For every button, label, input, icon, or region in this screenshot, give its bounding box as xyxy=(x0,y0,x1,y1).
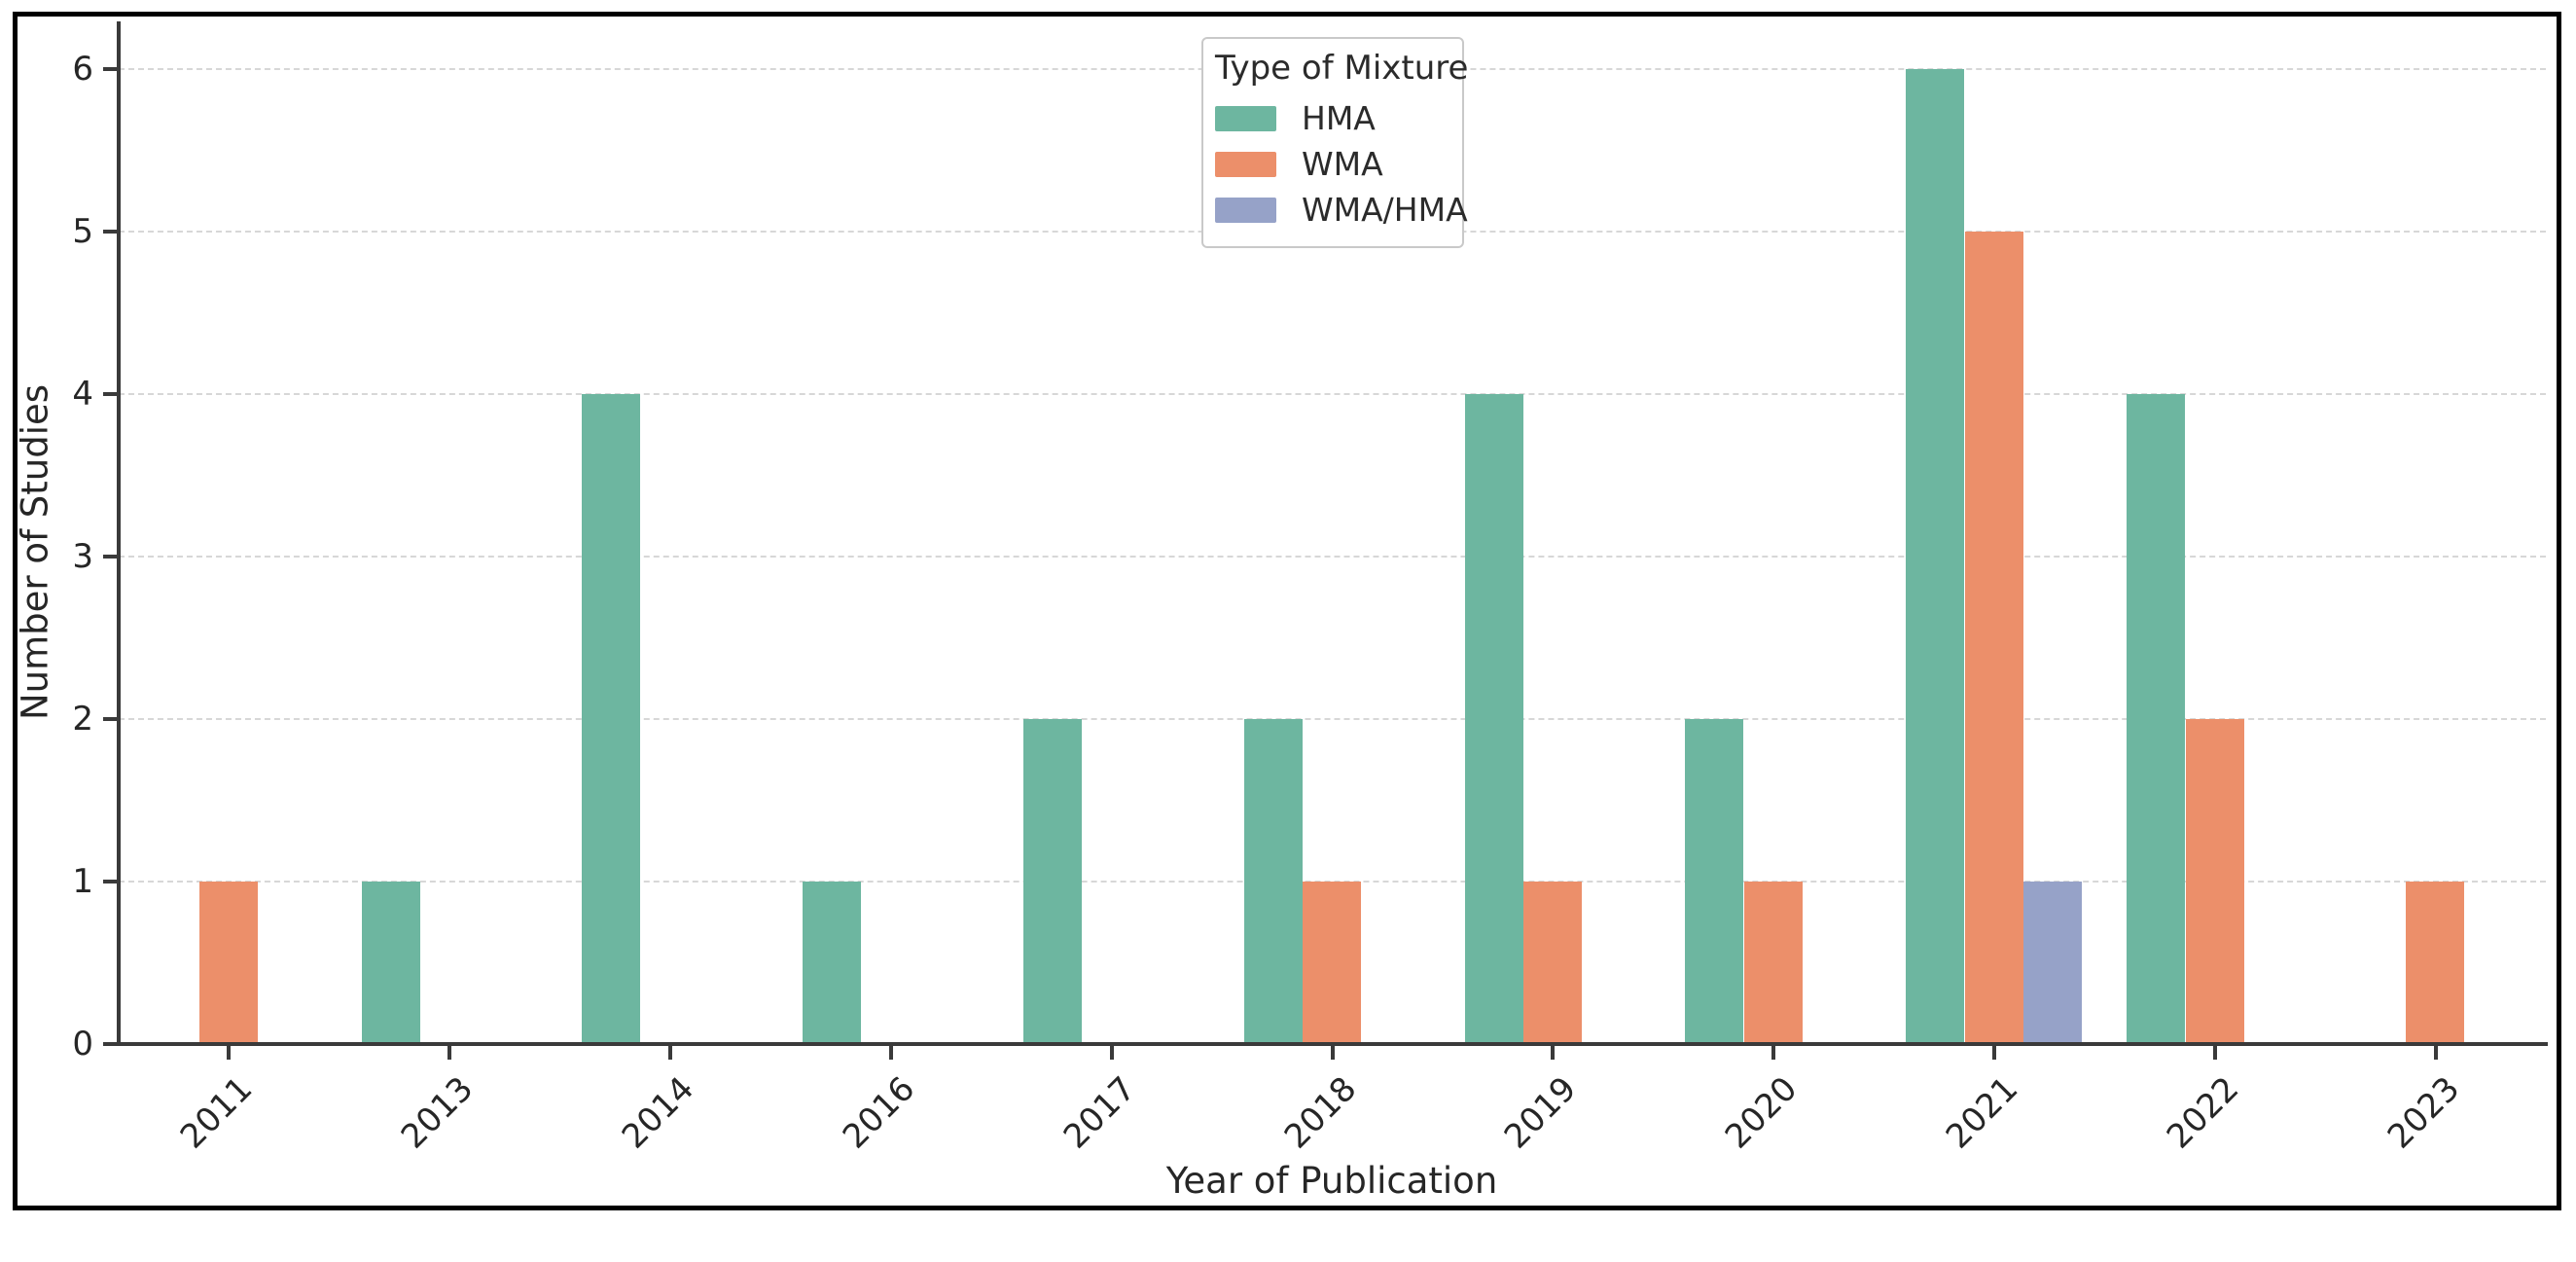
y-tick-label: 3 xyxy=(72,537,93,576)
x-tick xyxy=(2434,1044,2438,1060)
y-tick xyxy=(103,880,119,883)
y-tick xyxy=(103,1042,119,1046)
bar-hma-2021 xyxy=(1906,69,1964,1044)
x-tick xyxy=(1551,1044,1555,1060)
y-tick-label: 5 xyxy=(72,212,93,251)
legend-swatch-wma-hma xyxy=(1215,197,1276,223)
bar-hma-2020 xyxy=(1685,719,1743,1044)
bar-wma-2021 xyxy=(1965,232,2023,1044)
y-tick xyxy=(103,67,119,71)
y-tick-label: 0 xyxy=(72,1025,93,1064)
legend-item-label: WMA/HMA xyxy=(1302,191,1468,229)
x-tick xyxy=(1331,1044,1335,1060)
legend-title: Type of Mixture xyxy=(1215,49,1469,88)
x-tick-label: 2020 xyxy=(1717,1069,1806,1157)
x-tick-label: 2022 xyxy=(2159,1069,2247,1157)
bar-wma-2023 xyxy=(2406,882,2464,1044)
bar-wma-hma-2021 xyxy=(2023,882,2082,1044)
axis-spine-left xyxy=(117,21,121,1046)
x-tick xyxy=(447,1044,451,1060)
x-tick xyxy=(1110,1044,1114,1060)
x-tick xyxy=(889,1044,893,1060)
x-tick-label: 2011 xyxy=(172,1069,261,1157)
x-tick-label: 2014 xyxy=(614,1069,702,1157)
x-tick-label: 2021 xyxy=(1938,1069,2026,1157)
x-tick xyxy=(2213,1044,2217,1060)
gridline-y-3 xyxy=(119,556,2546,558)
bar-hma-2013 xyxy=(362,882,420,1044)
bar-hma-2019 xyxy=(1465,394,1523,1044)
y-tick-label: 4 xyxy=(72,375,93,414)
y-tick-label: 6 xyxy=(72,50,93,89)
bar-hma-2022 xyxy=(2127,394,2185,1044)
bar-wma-2019 xyxy=(1523,882,1582,1044)
bar-wma-2018 xyxy=(1303,882,1361,1044)
x-tick-label: 2013 xyxy=(393,1069,482,1157)
gridline-y-2 xyxy=(119,718,2546,720)
bar-wma-2022 xyxy=(2186,719,2244,1044)
x-tick xyxy=(668,1044,672,1060)
x-tick-label: 2016 xyxy=(835,1069,923,1157)
legend-item-hma: HMA xyxy=(1215,95,1449,141)
legend: Type of Mixture HMA WMA WMA/HMA xyxy=(1201,37,1469,248)
x-tick xyxy=(1992,1044,1996,1060)
y-tick xyxy=(103,555,119,559)
legend-item-label: WMA xyxy=(1302,145,1383,183)
x-tick xyxy=(1771,1044,1775,1060)
legend-item-wma: WMA xyxy=(1215,141,1449,187)
legend-item-label: HMA xyxy=(1302,99,1376,137)
y-tick-label: 1 xyxy=(72,862,93,901)
x-tick-label: 2023 xyxy=(2379,1069,2468,1157)
x-axis-label: Year of Publication xyxy=(1165,1160,1498,1202)
legend-swatch-wma xyxy=(1215,151,1276,177)
gridline-y-4 xyxy=(119,393,2546,395)
legend-swatch-hma xyxy=(1215,105,1276,131)
y-tick xyxy=(103,717,119,721)
bar-hma-2016 xyxy=(803,882,861,1044)
y-tick xyxy=(103,230,119,234)
bar-wma-2011 xyxy=(199,882,258,1044)
y-tick xyxy=(103,392,119,396)
bar-hma-2014 xyxy=(582,394,640,1044)
bar-hma-2017 xyxy=(1023,719,1082,1044)
y-axis-label: Number of Studies xyxy=(14,383,56,721)
x-tick xyxy=(227,1044,231,1060)
legend-item-wma-hma: WMA/HMA xyxy=(1215,187,1468,233)
y-tick-label: 2 xyxy=(72,700,93,739)
plot-area: 0 1 2 3 4 5 6 2011 2013 2014 2016 2017 2018 2019 2020 2… xyxy=(72,21,2548,1156)
bar-hma-2018 xyxy=(1244,719,1303,1044)
axis-spine-bottom xyxy=(117,1042,2548,1046)
bar-wma-2020 xyxy=(1744,882,1803,1044)
